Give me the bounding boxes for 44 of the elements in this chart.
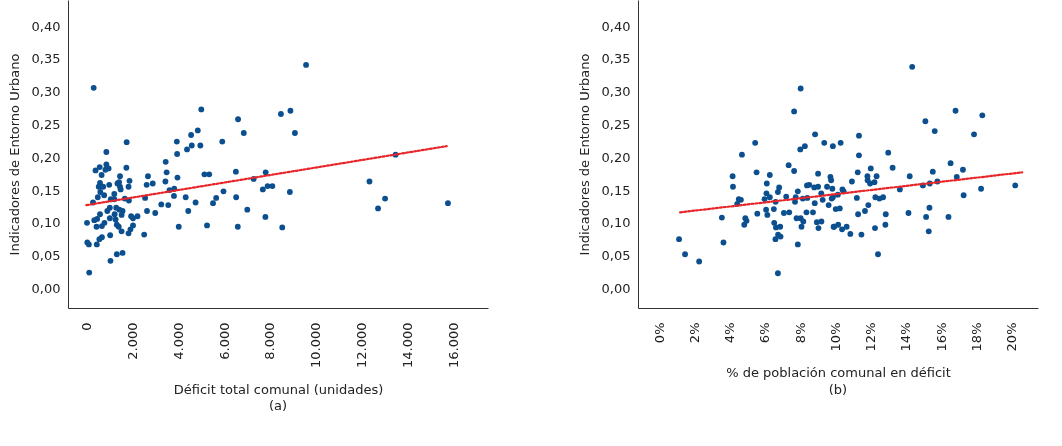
y-tick-label: 0,10 (31, 215, 61, 231)
y-tick-label: 0,10 (601, 215, 631, 231)
text: (a) (268, 398, 288, 414)
x-tick-label: 2.000 (124, 322, 140, 360)
x-tick-label: 4.000 (170, 322, 186, 360)
y-tick-label: 0,15 (31, 182, 61, 198)
y-tick-label: 0,35 (31, 51, 61, 67)
y-tick-label: 0,25 (31, 117, 61, 133)
y-tick-label: 0,30 (31, 84, 61, 100)
x-tick-label: 16.000 (446, 322, 462, 368)
text: (b) (828, 381, 848, 397)
x-axis-title: Déficit total comunal (unidades) (173, 381, 384, 397)
x-tick-label: 6.000 (216, 322, 232, 360)
x-tick-label: 8% (792, 322, 808, 344)
x-tick-label: 4% (722, 322, 738, 344)
x-tick-label: 0 (78, 322, 94, 331)
x-tick-label: 18% (968, 322, 984, 352)
x-axis-title: % de población comunal en déficit (726, 365, 951, 381)
y-tick-label: 0,40 (31, 18, 61, 34)
x-tick-label: 10% (827, 322, 843, 352)
x-tick-label: 8.000 (262, 322, 278, 360)
y-axis-title: Indicadores de Entorno Urbano (6, 53, 22, 256)
y-tick-label: 0,20 (31, 149, 61, 165)
y-tick-label: 0,15 (601, 182, 631, 198)
y-tick-label: 0,05 (31, 248, 61, 264)
y-tick-label: 0,00 (601, 280, 631, 296)
x-tick-label: 2% (686, 322, 702, 344)
x-tick-label: 0% (651, 322, 667, 344)
y-axis-title: Indicadores de Entorno Urbano (576, 53, 592, 256)
y-tick-label: 0,35 (601, 51, 631, 67)
y-tick-label: 0,30 (601, 84, 631, 100)
x-tick-label: 14.000 (400, 322, 416, 368)
y-tick-label: 0,20 (601, 149, 631, 165)
y-tick-label: 0,05 (601, 248, 631, 264)
y-tick-label: 0,00 (31, 280, 61, 296)
x-tick-label: 12% (863, 322, 879, 352)
x-tick-label: 20% (1004, 322, 1020, 352)
x-tick-label: 10.000 (308, 322, 324, 368)
y-tick-label: 0,25 (601, 117, 631, 133)
x-tick-label: 6% (757, 322, 773, 344)
y-tick-label: 0,40 (601, 18, 631, 34)
x-tick-label: 16% (933, 322, 949, 352)
x-tick-label: 12.000 (354, 322, 370, 368)
x-tick-label: 14% (898, 322, 914, 352)
